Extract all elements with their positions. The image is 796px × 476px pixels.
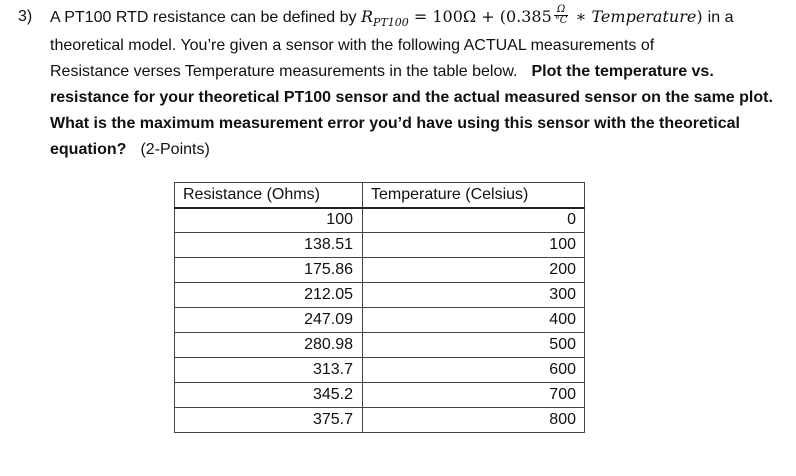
fraction-denominator: °C (554, 15, 568, 26)
temperature-cell: 800 (362, 407, 585, 433)
table-row: 313.7 600 (174, 357, 585, 383)
temperature-cell: 700 (362, 382, 585, 408)
table-header-row: Resistance (Ohms) Temperature (Celsius) (174, 182, 585, 209)
resistance-cell: 375.7 (174, 407, 363, 433)
table-row: 100 0 (174, 207, 585, 233)
line6-bold-text: equation? (50, 141, 127, 158)
temperature-cell: 100 (362, 232, 585, 258)
header-resistance: Resistance (Ohms) (174, 182, 363, 209)
formula-r-symbol: R (361, 7, 374, 26)
temperature-cell: 600 (362, 357, 585, 383)
intro-text: A PT100 RTD resistance can be defined by (50, 9, 361, 26)
table-row: 138.51 100 (174, 232, 585, 258)
resistance-cell: 212.05 (174, 282, 363, 308)
problem-line-4: resistance for your theoretical PT100 se… (50, 89, 773, 106)
resistance-cell: 345.2 (174, 382, 363, 408)
temperature-cell: 200 (362, 257, 585, 283)
resistance-cell: 313.7 (174, 357, 363, 383)
formula-temperature: Temperature (591, 7, 697, 26)
temperature-cell: 400 (362, 307, 585, 333)
table-row: 247.09 400 (174, 307, 585, 333)
formula: RPT100 = 100Ω + (0.385 Ω °C ∗ Temperature) (361, 5, 708, 30)
question-number: 3) (18, 8, 33, 25)
problem-line-5: What is the maximum measurement error yo… (50, 115, 740, 132)
table-row: 375.7 800 (174, 407, 585, 433)
resistance-cell: 175.86 (174, 257, 363, 283)
temperature-cell: 500 (362, 332, 585, 358)
problem-line-2: theoretical model. You’re given a sensor… (50, 37, 655, 54)
formula-unit-fraction: Ω °C (553, 5, 569, 26)
measurement-table: Resistance (Ohms) Temperature (Celsius) … (174, 182, 585, 433)
resistance-cell: 280.98 (174, 332, 363, 358)
table-row: 212.05 300 (174, 282, 585, 308)
intro-text-end: in a (707, 9, 734, 26)
formula-times: ∗ (570, 7, 592, 26)
resistance-cell: 100 (174, 207, 363, 233)
table-row: 280.98 500 (174, 332, 585, 358)
formula-close-paren: ) (696, 7, 703, 26)
table-row: 175.86 200 (174, 257, 585, 283)
line3-normal-text: Resistance verses Temperature measuremen… (50, 63, 518, 80)
header-temperature: Temperature (Celsius) (362, 182, 585, 209)
resistance-cell: 138.51 (174, 232, 363, 258)
points-label: (2-Points) (140, 141, 210, 158)
temperature-cell: 0 (362, 207, 585, 233)
problem-line-6: equation? (2-Points) (50, 139, 210, 161)
problem-line-3: Resistance verses Temperature measuremen… (50, 61, 714, 83)
problem-line-1: A PT100 RTD resistance can be defined by… (50, 5, 734, 34)
fraction-numerator: Ω (553, 5, 569, 16)
line3-bold-text: Plot the temperature vs. (531, 63, 714, 80)
formula-constant: = 100Ω + (0.385 (408, 7, 552, 26)
formula-subscript: PT100 (373, 16, 409, 29)
temperature-cell: 300 (362, 282, 585, 308)
table-row: 345.2 700 (174, 382, 585, 408)
resistance-cell: 247.09 (174, 307, 363, 333)
